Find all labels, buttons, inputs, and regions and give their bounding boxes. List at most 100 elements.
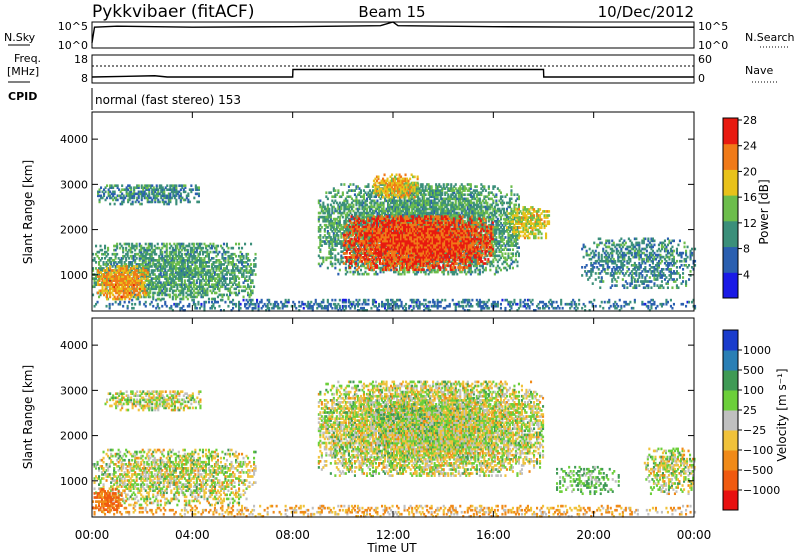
power-cell-3 (104, 287, 107, 291)
power-cell-1 (127, 184, 130, 188)
power-cell-2 (119, 246, 122, 250)
power-cell-2 (156, 277, 159, 280)
power-cell-2 (170, 263, 173, 266)
power-cell-2 (95, 244, 98, 248)
power-cell-3 (125, 267, 128, 270)
power-cell-0 (111, 302, 114, 306)
power-cell-2 (188, 287, 191, 291)
power-cell-4 (353, 252, 356, 256)
power-cell-1 (103, 194, 106, 198)
power-cell-4 (371, 185, 374, 188)
power-cell-4 (356, 207, 359, 211)
power-cell-2 (198, 244, 201, 248)
power-cell-0 (624, 302, 627, 306)
power-cell-0 (337, 302, 340, 306)
power-cell-0 (394, 300, 397, 304)
power-cell-3 (124, 297, 127, 301)
power-cell-2 (192, 281, 195, 285)
power-cell-4 (362, 217, 365, 221)
power-cell-2 (247, 252, 250, 256)
power-cell-4 (340, 213, 343, 217)
power-cell-3 (131, 287, 134, 291)
power-cell-1 (146, 196, 149, 200)
power-cell-2 (152, 283, 155, 287)
power-cell-0 (665, 300, 668, 304)
power-cell-0 (393, 300, 396, 304)
power-cell-2 (176, 283, 179, 287)
power-cell-4 (332, 221, 335, 225)
power-cell-2 (203, 291, 206, 295)
power-cell-2 (156, 293, 159, 297)
power-cell-0 (266, 298, 269, 302)
power-cell-2 (158, 263, 161, 266)
power-cell-2 (222, 269, 225, 272)
power-cell-3 (116, 297, 119, 301)
power-cell-2 (135, 242, 138, 246)
power-cell-4 (340, 223, 343, 227)
power-cell-4 (334, 256, 337, 260)
power-cell-4 (331, 252, 334, 256)
power-cell-4 (364, 207, 367, 211)
power-cell-1 (98, 188, 101, 192)
power-cell-0 (311, 309, 314, 312)
power-cell-0 (408, 306, 411, 310)
power-cell-3 (131, 279, 134, 282)
power-cell-1 (173, 190, 176, 194)
power-cell-2 (227, 254, 230, 258)
power-cell-1 (167, 196, 170, 200)
power-cell-2 (210, 297, 213, 301)
power-cell-2 (158, 279, 161, 282)
power-cell-4 (334, 236, 337, 239)
power-cell-4 (364, 266, 367, 270)
power-cell-1 (179, 192, 182, 196)
power-cell-2 (241, 263, 244, 266)
power-cell-4 (328, 242, 331, 245)
power-cell-0 (364, 309, 367, 312)
power-cell-2 (179, 277, 182, 280)
power-cell-0 (438, 304, 441, 308)
power-cell-2 (164, 250, 167, 254)
power-cell-2 (222, 250, 225, 254)
power-cell-3 (110, 281, 113, 285)
power-cell-3 (97, 281, 100, 285)
power-cell-0 (216, 300, 219, 304)
power-cell-2 (195, 242, 198, 246)
power-cell-2 (225, 265, 228, 268)
power-cell-2 (239, 269, 242, 272)
power-cell-4 (322, 211, 325, 215)
power-cell-3 (140, 279, 143, 282)
power-cell-4 (335, 244, 338, 247)
power-cell-2 (128, 248, 131, 252)
power-cell-0 (444, 298, 447, 302)
power-cell-1 (140, 202, 143, 206)
power-cell-2 (132, 295, 135, 299)
power-cell-3 (104, 283, 107, 287)
power-cell-0 (642, 302, 645, 306)
power-cell-2 (101, 269, 104, 272)
power-cell-1 (110, 196, 113, 200)
power-cell-3 (101, 291, 104, 295)
power-cell-2 (177, 269, 180, 272)
power-cell-0 (669, 304, 672, 308)
power-cell-2 (182, 273, 185, 276)
power-cell-3 (119, 281, 122, 285)
power-cell-2 (92, 277, 95, 280)
power-cell-4 (326, 230, 329, 233)
power-cell-3 (118, 269, 121, 272)
power-cell-4 (343, 230, 346, 233)
power-cell-2 (238, 281, 241, 285)
power-cell-0 (248, 298, 251, 302)
power-cell-1 (164, 200, 167, 204)
power-cell-3 (121, 267, 124, 270)
power-cell-3 (101, 289, 104, 293)
power-cell-0 (387, 304, 390, 308)
power-cell-0 (504, 298, 507, 302)
power-cell-0 (361, 309, 364, 312)
power-cell-2 (194, 261, 197, 264)
power-cell-0 (186, 304, 189, 308)
power-cell-0 (277, 306, 280, 310)
power-cell-4 (353, 199, 356, 203)
power-cell-0 (131, 306, 134, 310)
power-cell-0 (691, 300, 694, 304)
power-cell-0 (341, 306, 344, 310)
